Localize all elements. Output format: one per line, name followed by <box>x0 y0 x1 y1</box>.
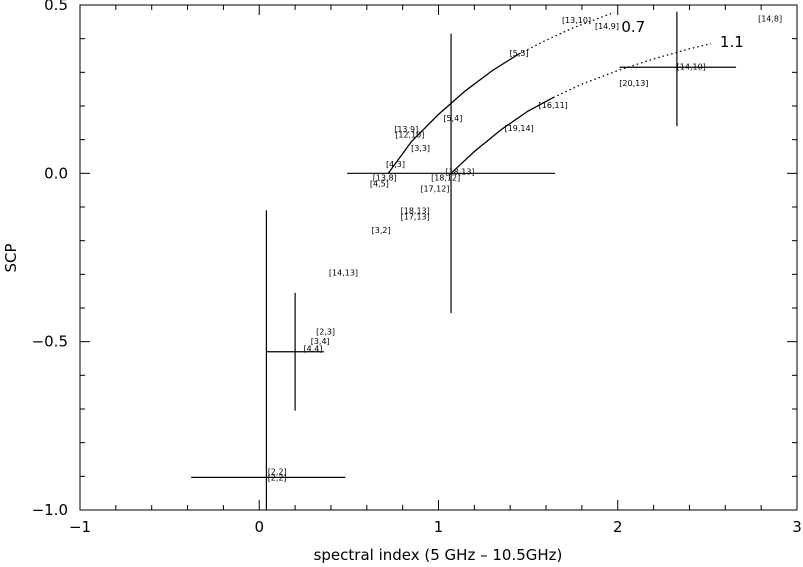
data-point-label: [20,13] <box>619 79 648 88</box>
data-point-label: [18,13] <box>401 206 430 215</box>
curve-dotted <box>518 11 615 55</box>
data-point-label: [3,3] <box>411 144 430 153</box>
data-point-label: [18,13] <box>445 168 474 177</box>
x-tick-label: 3 <box>792 518 802 536</box>
data-point-label: [14,8] <box>758 14 782 23</box>
data-point-label: [17,12] <box>420 184 449 193</box>
axis-ticks <box>79 4 798 511</box>
error-bars <box>191 11 737 510</box>
x-tick-label: −1 <box>69 518 91 536</box>
data-point-label: [16,11] <box>539 101 568 110</box>
y-tick-label: −0.5 <box>32 333 68 351</box>
data-point-label: [3,4] <box>311 337 330 346</box>
data-point-labels: [13,10] [14,9] [14,8] [5,5] [14,10] [20,13] [1… <box>268 14 782 482</box>
data-point-label: [17,13] <box>401 212 430 221</box>
curve-solid <box>387 53 520 174</box>
x-tick-label: 2 <box>613 518 623 536</box>
data-point-label: [14,13] <box>329 269 358 278</box>
x-tick-label: 1 <box>434 518 444 536</box>
data-point-label: [14,9] <box>595 22 619 31</box>
y-tick-label: 0.5 <box>44 0 68 14</box>
data-point-label: [12,10] <box>395 131 424 140</box>
data-point-label: [2,2] <box>268 467 287 476</box>
y-tick-label: −1.0 <box>32 501 68 519</box>
data-point-label: [2,3] <box>316 328 335 337</box>
data-point-label: [18,12] <box>431 173 460 182</box>
data-point-label: [3,2] <box>372 226 391 235</box>
plot-frame <box>79 4 798 511</box>
curve-solid <box>450 97 554 174</box>
model-curves: 0.7 1.1 <box>387 11 744 174</box>
tick-labels: −1 0 1 2 3 −1.0 −0.5 0.0 0.5 <box>32 0 802 536</box>
data-point-label: [2,2] <box>268 473 287 482</box>
x-axis-title: spectral index (5 GHz – 10.5GHz) <box>314 546 563 564</box>
x-tick-label: 0 <box>254 518 264 536</box>
y-axis-title: SCP <box>2 243 20 272</box>
curve-dotted <box>552 43 712 99</box>
data-point-label: [5,5] <box>510 49 529 58</box>
data-point-label: [13,8] <box>373 173 397 182</box>
y-tick-label: 0.0 <box>44 164 68 182</box>
curve-label: 1.1 <box>720 33 744 51</box>
data-point-label: [14,10] <box>677 62 706 71</box>
data-point-label: [5,4] <box>443 114 462 123</box>
data-point-label: [13,9] <box>394 125 418 134</box>
curve-label: 0.7 <box>621 18 645 36</box>
data-point-label: [13,10] <box>562 16 591 25</box>
data-point-label: [4,5] <box>370 179 389 188</box>
data-point-label: [4,4] <box>304 344 323 353</box>
data-point-label: [4,3] <box>386 160 405 169</box>
data-point-label: [19,14] <box>505 124 534 133</box>
